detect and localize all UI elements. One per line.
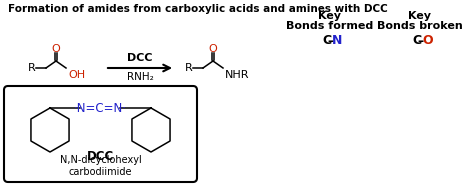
Text: OH: OH [68, 70, 85, 80]
FancyBboxPatch shape [4, 86, 197, 182]
Text: DCC: DCC [127, 53, 153, 63]
Text: Formation of amides from carboxylic acids and amines with DCC: Formation of amides from carboxylic acid… [8, 4, 388, 14]
Text: RNH₂: RNH₂ [127, 72, 154, 82]
Text: O: O [52, 44, 60, 54]
Text: –: – [417, 34, 423, 47]
Text: Key: Key [409, 11, 431, 21]
Text: R: R [28, 63, 36, 73]
Text: N: N [332, 34, 342, 47]
Text: C: C [322, 34, 331, 47]
Text: C: C [412, 34, 421, 47]
Text: NHR: NHR [225, 70, 249, 80]
Text: N,N-dicyclohexyl
carbodiimide: N,N-dicyclohexyl carbodiimide [60, 155, 141, 177]
Text: O: O [422, 34, 433, 47]
Text: O: O [209, 44, 218, 54]
Text: R: R [185, 63, 193, 73]
Text: ·N=C=N·: ·N=C=N· [74, 102, 127, 115]
Text: DCC: DCC [87, 150, 114, 163]
Text: Bonds broken: Bonds broken [377, 21, 463, 31]
Text: Key: Key [319, 11, 341, 21]
Text: –: – [327, 34, 333, 47]
Text: Bonds formed: Bonds formed [286, 21, 374, 31]
